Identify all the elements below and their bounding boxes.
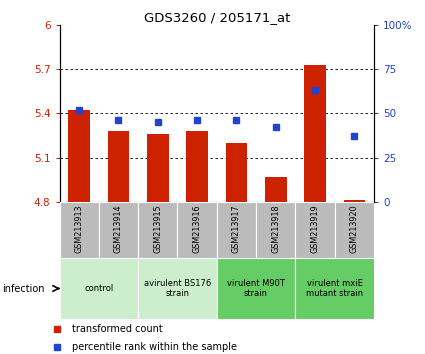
Text: GSM213918: GSM213918 xyxy=(271,205,280,253)
Bar xyxy=(178,202,217,258)
Bar xyxy=(138,202,178,258)
Text: percentile rank within the sample: percentile rank within the sample xyxy=(72,342,237,352)
Bar xyxy=(265,177,286,202)
Bar xyxy=(256,202,295,258)
Bar xyxy=(335,202,374,258)
Text: transformed count: transformed count xyxy=(72,324,163,334)
Text: avirulent BS176
strain: avirulent BS176 strain xyxy=(144,279,211,298)
Bar xyxy=(217,202,256,258)
Text: virulent M90T
strain: virulent M90T strain xyxy=(227,279,285,298)
Bar xyxy=(60,202,99,258)
Bar xyxy=(343,200,365,202)
Bar xyxy=(217,258,295,319)
Bar xyxy=(147,134,169,202)
Bar xyxy=(60,258,138,319)
Text: GSM213913: GSM213913 xyxy=(75,205,84,253)
Text: infection: infection xyxy=(2,284,45,293)
Text: GSM213916: GSM213916 xyxy=(193,205,201,253)
Text: GSM213917: GSM213917 xyxy=(232,205,241,253)
Bar xyxy=(295,258,374,319)
Text: GSM213919: GSM213919 xyxy=(311,205,320,253)
Bar xyxy=(99,202,138,258)
Bar xyxy=(108,131,129,202)
Bar xyxy=(68,110,90,202)
Bar xyxy=(295,202,335,258)
Text: GSM213914: GSM213914 xyxy=(114,205,123,253)
Bar xyxy=(186,131,208,202)
Bar xyxy=(304,64,326,202)
Text: GSM213915: GSM213915 xyxy=(153,205,162,253)
Bar xyxy=(226,143,247,202)
Text: GSM213920: GSM213920 xyxy=(350,205,359,253)
Title: GDS3260 / 205171_at: GDS3260 / 205171_at xyxy=(144,11,290,24)
Text: virulent mxiE
mutant strain: virulent mxiE mutant strain xyxy=(306,279,363,298)
Bar xyxy=(138,258,217,319)
Text: control: control xyxy=(84,284,113,293)
